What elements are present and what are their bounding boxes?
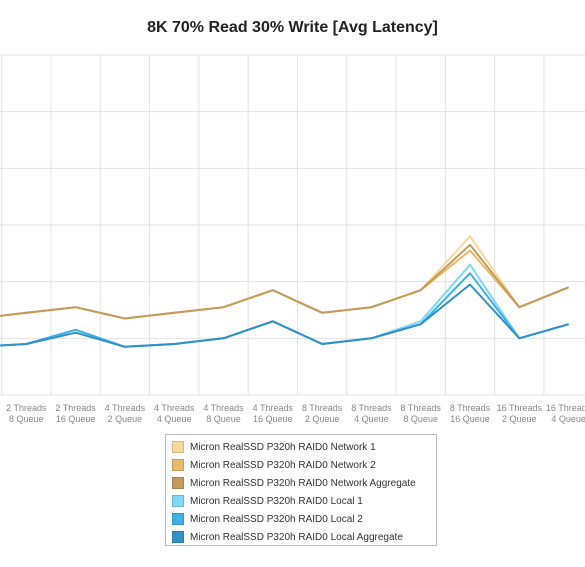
x-tick-label: 2 Queue xyxy=(305,414,340,424)
x-tick-label: 16 Queue xyxy=(56,414,96,424)
x-tick-label: 8 Queue xyxy=(9,414,44,424)
legend-swatch xyxy=(172,459,184,471)
x-tick-label: 2 Threads xyxy=(6,403,47,413)
legend-swatch xyxy=(172,531,184,543)
series-line-6 xyxy=(0,283,569,348)
x-tick-label: 4 Queue xyxy=(354,414,389,424)
legend-label: Micron RealSSD P320h RAID0 Network 2 xyxy=(190,459,376,471)
legend-swatch xyxy=(172,477,184,489)
legend-item: Micron RealSSD P320h RAID0 Local 1 xyxy=(169,492,436,510)
x-tick-label: 8 Threads xyxy=(302,403,343,413)
x-tick-label: 16 Threads xyxy=(546,403,585,413)
chart-title: 8K 70% Read 30% Write [Avg Latency] xyxy=(147,19,438,36)
legend-item: Micron RealSSD P320h RAID0 Network 2 xyxy=(169,456,436,474)
x-tick-label: 4 Queue xyxy=(157,414,192,424)
x-tick-label: 4 Threads xyxy=(203,403,244,413)
x-tick-label: 8 Threads xyxy=(401,403,442,413)
legend-label: Micron RealSSD P320h RAID0 Local Aggrega… xyxy=(190,531,403,543)
legend-item: Micron RealSSD P320h RAID0 Local 2 xyxy=(169,510,436,528)
legend-swatch xyxy=(172,495,184,507)
legend-swatch xyxy=(172,441,184,453)
x-tick-label: 16 Threads xyxy=(497,403,543,413)
series-line-3 xyxy=(0,243,569,320)
legend-item: Micron RealSSD P320h RAID0 Network 1 xyxy=(169,438,436,456)
chart-legend: Micron RealSSD P320h RAID0 Network 1 Micr… xyxy=(165,434,437,546)
x-tick-label: 16 Queue xyxy=(253,414,293,424)
legend-label: Micron RealSSD P320h RAID0 Local 2 xyxy=(190,513,363,525)
x-tick-label: 2 Threads xyxy=(55,403,96,413)
x-tick-label: 8 Threads xyxy=(351,403,392,413)
legend-label: Micron RealSSD P320h RAID0 Local 1 xyxy=(190,495,363,507)
x-tick-label: 16 Queue xyxy=(450,414,490,424)
legend-label: Micron RealSSD P320h RAID0 Network Aggre… xyxy=(190,477,416,489)
x-tick-label: 4 Threads xyxy=(253,403,294,413)
legend-item: Micron RealSSD P320h RAID0 Network Aggre… xyxy=(169,474,436,492)
legend-swatch xyxy=(172,513,184,525)
x-tick-label: 2 Queue xyxy=(502,414,537,424)
x-tick-label: 8 Threads xyxy=(450,403,491,413)
chart-series-lines xyxy=(0,235,569,348)
x-tick-label: 8 Queue xyxy=(206,414,241,424)
series-line-1 xyxy=(0,235,569,320)
x-tick-label: 4 Queue xyxy=(551,414,585,424)
x-tick-label: 4 Threads xyxy=(105,403,146,413)
x-tick-label: 2 Queue xyxy=(108,414,143,424)
legend-item: Micron RealSSD P320h RAID0 Local Aggrega… xyxy=(169,528,436,546)
x-tick-label: 8 Queue xyxy=(403,414,438,424)
chart-grid xyxy=(0,54,585,396)
x-tick-label: 4 Threads xyxy=(154,403,195,413)
legend-label: Micron RealSSD P320h RAID0 Network 1 xyxy=(190,441,376,453)
